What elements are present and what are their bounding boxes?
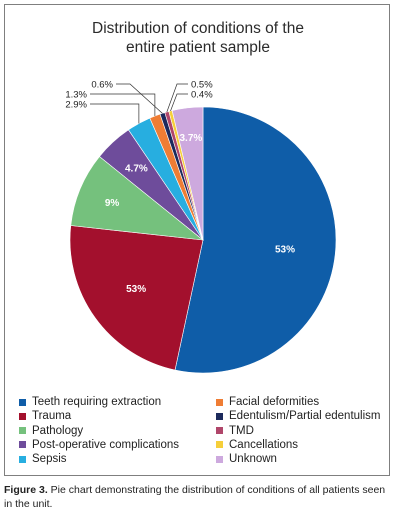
legend-label-edentulism-partial-edentulism: Edentulism/Partial edentulism	[229, 410, 381, 423]
legend-label-sepsis: Sepsis	[32, 453, 67, 466]
legend-swatch-edentulism-partial-edentulism	[216, 412, 223, 420]
pie-slice-trauma	[69, 225, 204, 371]
pie-label-tmd: 0.5%	[191, 80, 213, 91]
pie-leader-line-tmd	[166, 83, 188, 113]
legend-swatch-post-operative-complications	[19, 441, 26, 449]
legend-label-cancellations: Cancellations	[229, 438, 299, 451]
pie-label-unknown: 3.7%	[179, 133, 202, 144]
pie-slice-teeth-requiring-extraction	[174, 106, 337, 374]
legend-item-pathology: Pathology	[19, 425, 83, 437]
pie-leader-line-cancellations	[170, 93, 188, 112]
legend-swatch-sepsis	[19, 455, 26, 463]
pie-slice-unknown	[171, 106, 204, 241]
chart-title-line-2: entire patient sample	[126, 39, 270, 56]
figure-caption: Figure 3. Pie chart demonstrating the di…	[4, 483, 394, 511]
pie-leader-line-sepsis	[90, 103, 140, 124]
legend-swatch-trauma	[19, 412, 26, 420]
pie-label-sepsis: 2.9%	[65, 100, 87, 111]
pie-label-edentulism-partial-edentulism: 0.6%	[91, 80, 113, 91]
figure-caption-text: Pie chart demonstrating the distribution…	[4, 484, 386, 510]
legend-item-sepsis: Sepsis	[19, 453, 67, 465]
pie-leader-line-edentulism-partial-edentulism	[116, 83, 163, 114]
chart-title-line-1: Distribution of conditions of the	[92, 20, 304, 37]
legend-swatch-unknown	[216, 455, 223, 463]
legend-label-facial-deformities: Facial deformities	[229, 396, 320, 408]
legend-label-tmd: TMD	[229, 424, 254, 437]
legend-swatch-pathology	[19, 427, 26, 435]
legend-swatch-teeth-requiring-extraction	[19, 398, 26, 406]
legend-label-post-operative-complications: Post-operative complications	[32, 438, 180, 451]
legend-item-cancellations: Cancellations	[216, 439, 298, 451]
legend-item-trauma: Trauma	[19, 410, 71, 422]
legend-label-teeth-requiring-extraction: Teeth requiring extraction	[32, 396, 162, 408]
figure-caption-label: Figure 3.	[4, 484, 48, 496]
pie-label-trauma: 53%	[126, 284, 146, 295]
pie-label-facial-deformities: 1.3%	[65, 90, 87, 101]
legend-swatch-facial-deformities	[216, 398, 223, 406]
chart-title: Distribution of conditions of the entire…	[5, 19, 391, 57]
figure-frame: Distribution of conditions of the entire…	[4, 4, 390, 476]
legend-label-pathology: Pathology	[32, 424, 84, 437]
pie-chart: 53% 53% 9% 4.7% 2.9%1.3% 0.6% 0.5%0.4% 3.7%	[65, 80, 337, 374]
pie-label-cancellations: 0.4%	[191, 90, 213, 101]
legend-item-edentulism-partial-edentulism: Edentulism/Partial edentulism	[216, 410, 381, 422]
legend-item-post-operative-complications: Post-operative complications	[19, 439, 179, 451]
legend-item-unknown: Unknown	[216, 453, 277, 465]
legend-label-unknown: Unknown	[229, 453, 277, 466]
legend-item-facial-deformities: Facial deformities	[216, 396, 319, 408]
pie-label-teeth-requiring-extraction: 53%	[275, 245, 295, 256]
legend-swatch-cancellations	[216, 441, 223, 449]
legend-label-trauma: Trauma	[32, 410, 72, 423]
legend-item-teeth-requiring-extraction: Teeth requiring extraction	[19, 396, 161, 408]
pie-label-post-operative-complications: 4.7%	[125, 164, 148, 175]
pie-label-pathology: 9%	[105, 198, 120, 209]
pie-leader-line-facial-deformities	[90, 93, 156, 117]
legend-swatch-tmd	[216, 427, 223, 435]
legend-item-tmd: TMD	[216, 425, 254, 437]
